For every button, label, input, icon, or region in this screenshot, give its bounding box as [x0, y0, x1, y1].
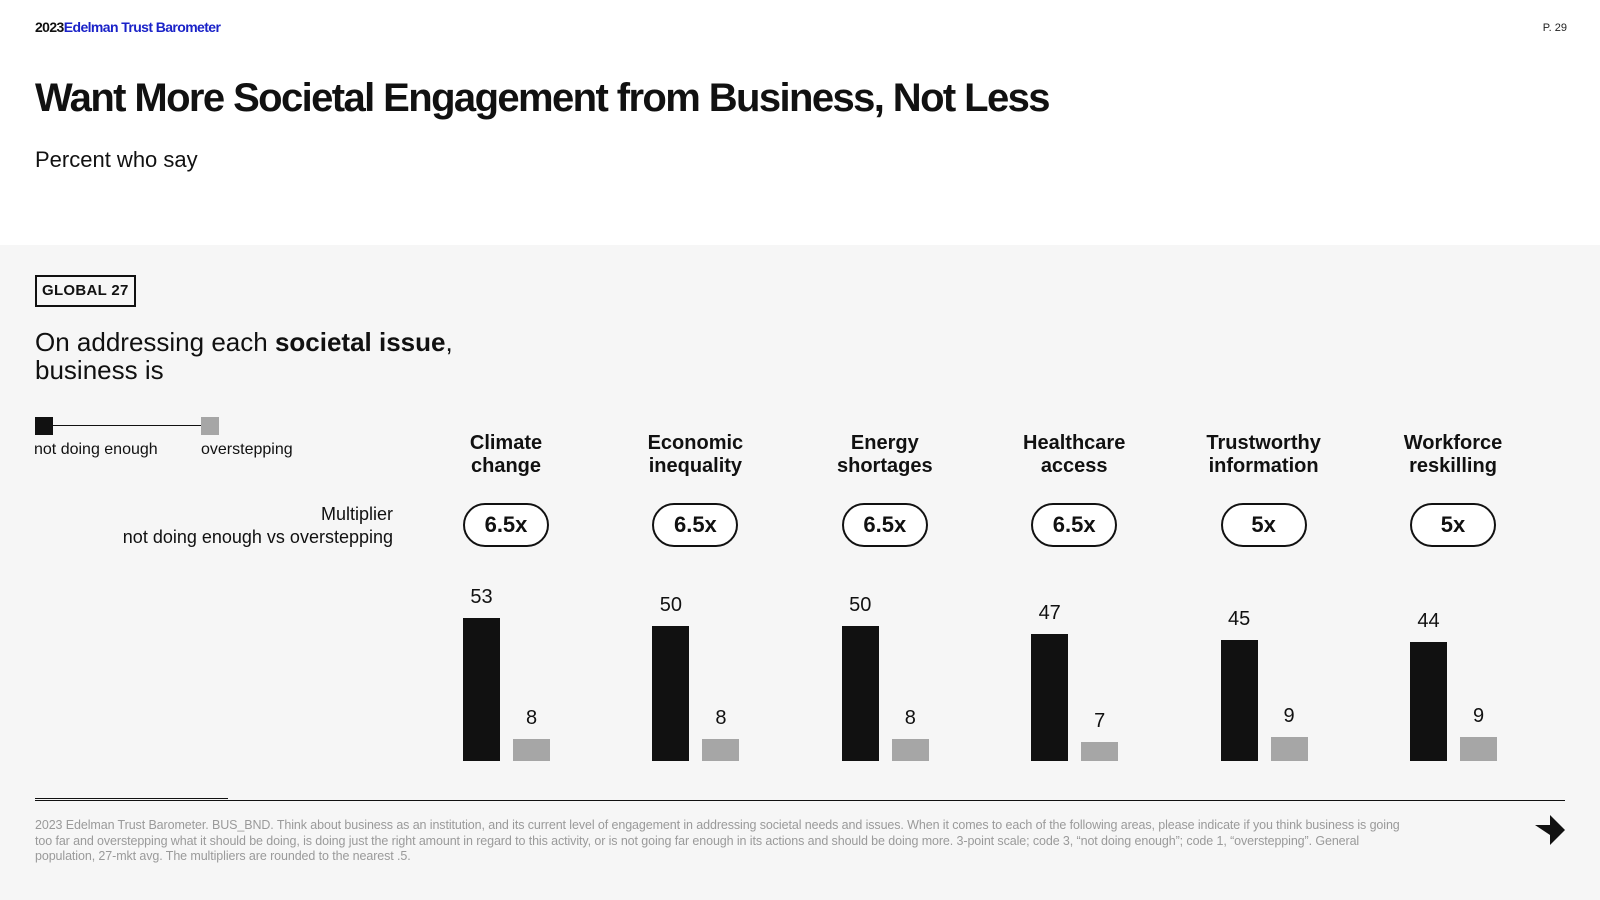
value-label-not-doing-enough: 47	[1038, 602, 1061, 625]
bar-overstepping	[1460, 736, 1497, 761]
multiplier-pill: 6.5x	[841, 503, 928, 547]
question-text: On addressing each societal issue, busin…	[35, 328, 453, 384]
category-label: Energy shortages	[800, 432, 970, 478]
footer-divider-accent	[35, 798, 228, 799]
multiplier-label-line1: Multiplier	[320, 504, 393, 524]
page-number: P. 29	[1542, 22, 1567, 34]
question-line2: business is	[35, 355, 164, 385]
category-label-line1: Energy	[850, 432, 919, 454]
bar-overstepping	[1081, 742, 1119, 761]
bar-not-doing-enough	[841, 626, 879, 761]
legend-swatch-overstepping	[201, 417, 219, 435]
multiplier-pill: 5x	[1410, 503, 1496, 547]
brand-year: 2023	[35, 19, 64, 35]
bar-not-doing-enough	[463, 617, 500, 761]
bar-not-doing-enough	[1410, 642, 1447, 761]
footer-divider	[35, 800, 1565, 801]
category-label: Workforce reskilling	[1368, 432, 1538, 478]
value-label-not-doing-enough: 50	[659, 594, 683, 616]
arrow-right-icon[interactable]	[1533, 813, 1567, 847]
bar-overstepping	[1270, 736, 1308, 761]
multiplier-pill: 6.5x	[463, 503, 549, 547]
value-label-overstepping: 8	[525, 707, 538, 730]
chart-panel	[0, 245, 1600, 900]
category-label-line1: Trustworthy	[1206, 432, 1321, 454]
bar-overstepping	[891, 739, 929, 761]
legend-label-overstepping: overstepping	[201, 441, 293, 458]
category-label-line1: Climate	[469, 432, 543, 454]
legend-connector-line	[53, 425, 201, 426]
category-label: Trustworthy information	[1179, 432, 1349, 478]
bar-not-doing-enough	[652, 626, 690, 761]
page-title: Want More Societal Engagement from Busin…	[35, 76, 1051, 120]
brand-name: Edelman Trust Barometer	[63, 19, 221, 35]
bar-not-doing-enough	[1031, 634, 1069, 761]
multiplier-pill: 6.5x	[652, 503, 739, 547]
value-label-not-doing-enough: 45	[1227, 607, 1251, 630]
question-bold: societal issue	[274, 327, 446, 357]
value-label-overstepping: 7	[1094, 710, 1106, 733]
category-label-line1: Workforce	[1403, 432, 1503, 454]
category-label: Healthcare access	[989, 432, 1159, 478]
multiplier-label-line2: not doing enough vs overstepping	[122, 527, 393, 547]
value-label-overstepping: 8	[715, 707, 727, 730]
value-label-not-doing-enough: 44	[1417, 610, 1440, 633]
value-label-not-doing-enough: 53	[470, 585, 493, 608]
multiplier-pill: 5x	[1220, 503, 1307, 547]
category-label-line2: inequality	[648, 455, 743, 477]
footnote: 2023 Edelman Trust Barometer. BUS_BND. T…	[35, 818, 1400, 863]
question-suffix: ,	[445, 327, 453, 357]
value-label-overstepping: 9	[1283, 704, 1295, 727]
region-badge: GLOBAL 27	[35, 275, 136, 307]
page-subtitle: Percent who say	[35, 147, 198, 172]
legend-label-not-doing-enough: not doing enough	[34, 441, 158, 458]
question-prefix: On addressing each	[35, 327, 275, 357]
value-label-not-doing-enough: 50	[849, 594, 872, 616]
legend-swatch-not-doing-enough	[35, 417, 53, 435]
category-label-line2: change	[470, 455, 542, 477]
category-label-line1: Healthcare	[1023, 432, 1126, 454]
value-label-overstepping: 8	[904, 707, 916, 730]
category-label-line2: reskilling	[1409, 455, 1497, 477]
category-label-line2: access	[1040, 455, 1108, 477]
category-label: Climate change	[421, 432, 591, 478]
brand-logo: 2023Edelman Trust Barometer	[35, 19, 221, 35]
bar-not-doing-enough	[1220, 639, 1258, 761]
category-label-line2: shortages	[837, 455, 933, 477]
bar-overstepping	[513, 739, 550, 761]
multiplier-label: Multiplier not doing enough vs overstepp…	[123, 503, 393, 549]
value-label-overstepping: 9	[1472, 704, 1485, 727]
category-label-line2: information	[1208, 455, 1319, 477]
category-label: Economic inequality	[610, 432, 780, 478]
bar-overstepping	[702, 739, 740, 761]
category-label-line1: Economic	[647, 432, 744, 454]
multiplier-pill: 6.5x	[1031, 503, 1118, 547]
